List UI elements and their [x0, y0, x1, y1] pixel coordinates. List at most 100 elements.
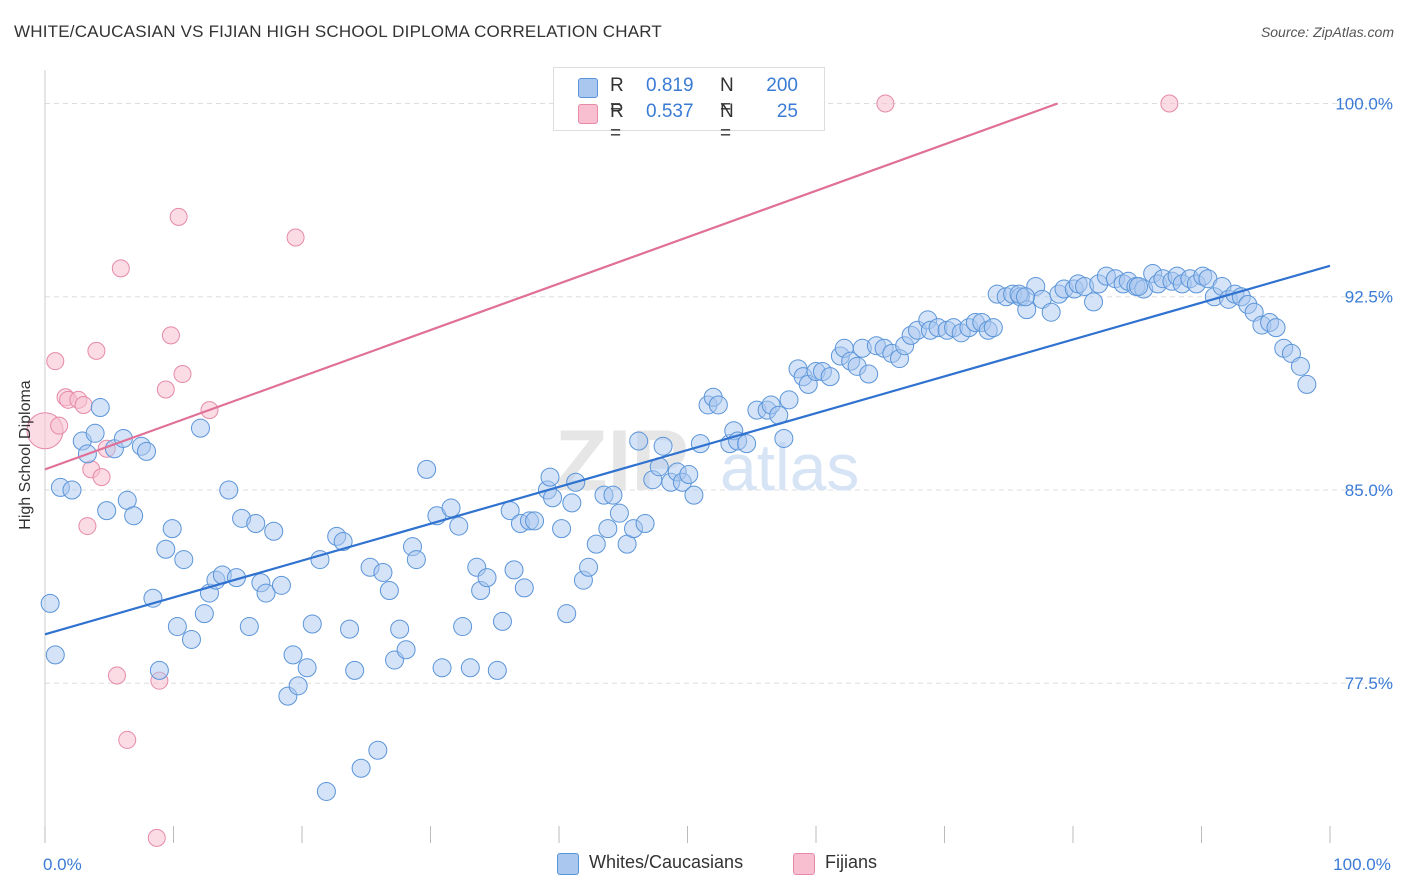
data-point-whites	[629, 431, 649, 451]
data-point-whites	[333, 532, 353, 552]
data-point-whites	[1084, 292, 1104, 312]
data-point-fijians	[286, 228, 305, 247]
data-point-fijians	[92, 468, 111, 487]
data-point-whites	[174, 550, 194, 570]
data-point-whites	[297, 658, 317, 678]
data-point-whites	[340, 619, 360, 639]
data-point-whites	[1266, 318, 1286, 338]
data-point-whites	[194, 604, 214, 624]
data-point-fijians	[876, 94, 895, 113]
tick-labels: 77.5% 85.0% 92.5% 100.0% 0.0% 100.0%	[43, 94, 1393, 874]
data-point-whites	[345, 660, 365, 680]
data-point-whites	[453, 617, 473, 637]
data-point-whites	[417, 459, 437, 479]
trend-line-whites	[44, 264, 1331, 636]
legend-n-value: 200	[766, 75, 798, 96]
series-whites-points	[40, 264, 1317, 801]
data-point-whites	[586, 534, 606, 554]
data-point-whites	[609, 503, 629, 523]
legend-r-label: R =	[610, 75, 624, 118]
data-point-whites	[137, 441, 157, 461]
data-point-whites	[1297, 374, 1317, 394]
data-point-whites	[774, 428, 794, 448]
data-point-fijians	[169, 207, 188, 226]
legend-n-label: N =	[720, 75, 734, 118]
data-point-whites	[45, 645, 65, 665]
legend-label: Fijians	[825, 852, 878, 872]
data-point-fijians	[156, 380, 175, 399]
data-point-whites	[219, 480, 239, 500]
data-point-whites	[983, 318, 1003, 338]
legend-swatch-blue	[578, 78, 598, 98]
data-point-whites	[579, 557, 599, 577]
data-point-whites	[181, 629, 201, 649]
data-point-whites	[562, 493, 582, 513]
data-point-whites	[460, 658, 480, 678]
data-point-fijians	[111, 259, 130, 278]
data-point-whites	[514, 578, 534, 598]
legend-swatch-blue	[557, 853, 579, 875]
data-point-whites	[487, 660, 507, 680]
data-point-whites	[1041, 302, 1061, 322]
data-point-whites	[406, 550, 426, 570]
legend-label: Whites/Caucasians	[589, 852, 744, 872]
data-point-whites	[525, 511, 545, 531]
data-point-fijians	[161, 326, 180, 345]
data-point-fijians	[87, 341, 106, 360]
data-point-whites	[256, 583, 276, 603]
data-point-whites	[684, 485, 704, 505]
data-point-fijians	[118, 730, 137, 749]
legend-n-value: 25	[776, 101, 798, 122]
data-point-whites	[1015, 287, 1035, 307]
data-point-whites	[85, 423, 105, 443]
y-tick-label: 100.0%	[1335, 94, 1393, 113]
data-point-whites	[1290, 356, 1310, 376]
legend-r-value: 0.819	[646, 75, 694, 96]
data-point-whites	[239, 617, 259, 637]
data-point-whites	[1281, 343, 1301, 363]
data-point-whites	[90, 398, 110, 418]
data-point-whites	[40, 593, 60, 613]
x-tick-label: 0.0%	[43, 855, 82, 874]
data-point-whites	[635, 513, 655, 533]
data-point-whites	[432, 658, 452, 678]
data-point-whites	[167, 617, 187, 637]
trend-lines	[44, 102, 1331, 636]
data-point-fijians	[107, 666, 126, 685]
data-point-whites	[552, 519, 572, 539]
data-point-whites	[283, 645, 303, 665]
data-point-whites	[449, 516, 469, 536]
legend-n-label: N =	[720, 101, 734, 144]
data-point-whites	[124, 506, 144, 526]
stats-legend: R = 0.819 N = 200 R = 0.537 N = 25	[553, 67, 825, 144]
data-point-fijians	[173, 365, 192, 384]
y-tick-label: 92.5%	[1345, 288, 1393, 307]
data-point-whites	[288, 676, 308, 696]
data-point-whites	[190, 418, 210, 438]
data-point-whites	[859, 364, 879, 384]
data-point-fijians	[147, 828, 166, 847]
data-point-whites	[97, 501, 117, 521]
data-point-whites	[1129, 276, 1149, 296]
data-point-whites	[679, 465, 699, 485]
data-point-whites	[477, 568, 497, 588]
data-point-whites	[302, 614, 322, 634]
data-point-whites	[162, 519, 182, 539]
data-point-whites	[737, 434, 757, 454]
chart-title: WHITE/CAUCASIAN VS FIJIAN HIGH SCHOOL DI…	[14, 22, 662, 41]
source-credit: Source: ZipAtlas.com	[1260, 24, 1394, 40]
data-point-whites	[271, 575, 291, 595]
data-point-whites	[540, 467, 560, 487]
legend-swatch-pink	[793, 853, 815, 875]
data-point-whites	[557, 604, 577, 624]
data-point-whites	[316, 781, 336, 801]
data-point-whites	[598, 519, 618, 539]
data-point-fijians	[1160, 94, 1179, 113]
data-point-whites	[351, 758, 371, 778]
legend-swatch-pink	[578, 104, 598, 124]
data-point-whites	[368, 740, 388, 760]
data-point-whites	[492, 611, 512, 631]
data-point-whites	[156, 539, 176, 559]
data-point-whites	[390, 619, 410, 639]
data-point-whites	[779, 390, 799, 410]
